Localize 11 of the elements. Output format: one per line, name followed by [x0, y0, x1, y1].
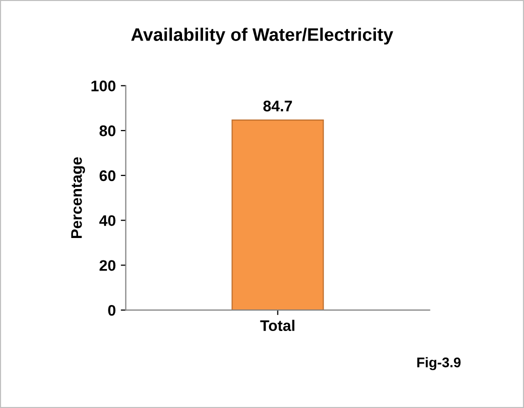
- y-axis-title: Percentage: [71, 157, 85, 238]
- y-tick-label: 20: [100, 260, 116, 271]
- x-tick-label: Total: [260, 320, 294, 332]
- y-tick-label: 0: [108, 304, 116, 316]
- chart-title: Availability of Water/Electricity: [131, 28, 394, 45]
- data-label: 84.7: [263, 100, 292, 112]
- y-tick-label: 60: [100, 170, 116, 182]
- y-tick-label: 40: [99, 215, 116, 226]
- text: Fig-3.9: [417, 357, 461, 370]
- y-tick-label: 100: [92, 80, 116, 92]
- y-tick-label: 80: [100, 125, 116, 136]
